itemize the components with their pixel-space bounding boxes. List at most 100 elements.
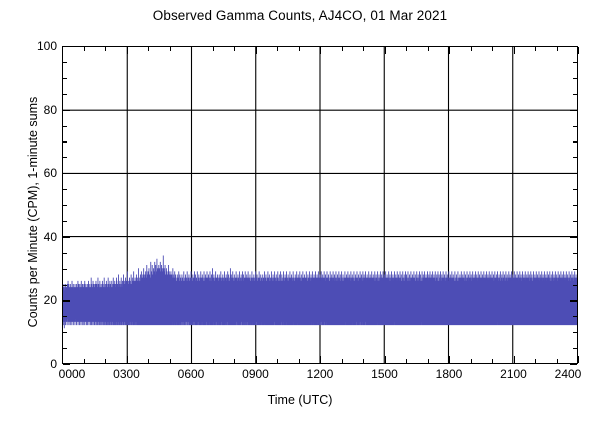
x-tick-label: 0300 [113,367,140,381]
tick-mark [63,284,67,286]
tick-mark [556,47,558,51]
tick-mark [570,300,577,302]
tick-mark [63,236,70,238]
tick-mark [255,356,257,363]
tick-mark [105,359,107,363]
tick-mark [573,125,577,127]
tick-mark [63,268,67,270]
tick-mark [255,47,257,54]
tick-mark [384,356,386,363]
tick-mark [573,220,577,223]
tick-mark [212,47,214,51]
tick-mark [578,47,580,54]
tick-mark [63,173,70,175]
x-tick-label: 1200 [306,367,334,381]
tick-mark [470,359,472,363]
x-tick-label: 2400 [554,367,582,381]
tick-mark [148,47,150,51]
tick-mark [63,364,70,366]
tick-mark [63,332,67,334]
tick-mark [341,47,343,51]
tick-mark [556,359,558,363]
tick-mark [62,356,64,363]
tick-mark [63,93,67,95]
tick-mark [573,205,577,207]
x-tick-label: 1800 [435,367,463,381]
tick-mark [191,356,193,363]
tick-mark [427,47,429,51]
tick-mark [406,359,408,363]
y-tick-label: 40 [43,229,57,244]
tick-mark [83,359,85,363]
tick-mark [62,47,64,54]
series-path [63,256,577,329]
x-tick-label: 0900 [242,367,269,381]
tick-mark [234,359,236,363]
tick-mark [573,268,577,270]
tick-mark [63,300,70,302]
tick-mark [449,47,451,54]
y-tick-label: 80 [43,102,57,117]
tick-mark [63,109,70,111]
tick-mark [570,236,577,238]
tick-mark [63,77,67,79]
tick-mark [298,47,300,51]
plot-area [62,46,578,364]
tick-mark [573,141,577,143]
tick-mark [63,157,67,159]
tick-mark [492,47,494,51]
tick-mark [470,47,472,51]
tick-mark [570,46,577,48]
tick-mark [277,359,279,363]
tick-mark [573,332,577,334]
tick-mark [148,359,150,363]
tick-mark [513,356,515,363]
tick-mark [234,47,236,51]
y-tick-label: 0 [50,357,57,371]
tick-mark [169,359,171,363]
tick-mark [63,125,67,127]
tick-mark [320,356,322,363]
tick-mark [570,109,577,111]
y-tick-label: 60 [43,166,57,181]
tick-mark [63,46,70,48]
y-axis-tick-labels: 0 20 40 60 80 100 [0,0,57,428]
tick-mark [535,47,537,51]
tick-mark [573,93,577,95]
tick-mark [63,189,67,191]
tick-mark [449,356,451,363]
tick-mark [573,252,577,254]
tick-mark [406,47,408,51]
tick-mark [63,205,67,207]
x-tick-label: 2100 [500,367,527,381]
tick-mark [63,220,67,223]
tick-mark [570,364,577,366]
tick-mark [363,47,365,51]
tick-mark [320,47,322,54]
tick-mark [298,359,300,363]
tick-mark [535,359,537,363]
tick-mark [63,61,67,64]
data-series-gamma-counts [63,47,577,363]
y-tick-label: 20 [43,293,57,308]
x-axis-title: Time (UTC) [267,393,333,407]
y-axis-title: Counts per Minute (CPM), 1-minute sums [26,96,40,328]
tick-mark [513,47,515,54]
x-tick-label: 1500 [371,367,398,381]
tick-mark [63,316,67,318]
y-tick-label: 100 [36,39,57,53]
tick-mark [126,47,128,54]
tick-mark [573,316,577,318]
tick-mark [126,356,128,363]
tick-mark [212,359,214,363]
tick-mark [363,359,365,363]
tick-mark [83,47,85,51]
chart-title: Observed Gamma Counts, AJ4CO, 01 Mar 202… [152,8,448,23]
tick-mark [573,77,577,79]
tick-mark [578,356,580,363]
tick-mark [573,284,577,286]
tick-mark [570,173,577,175]
tick-mark [277,47,279,51]
tick-mark [427,359,429,363]
